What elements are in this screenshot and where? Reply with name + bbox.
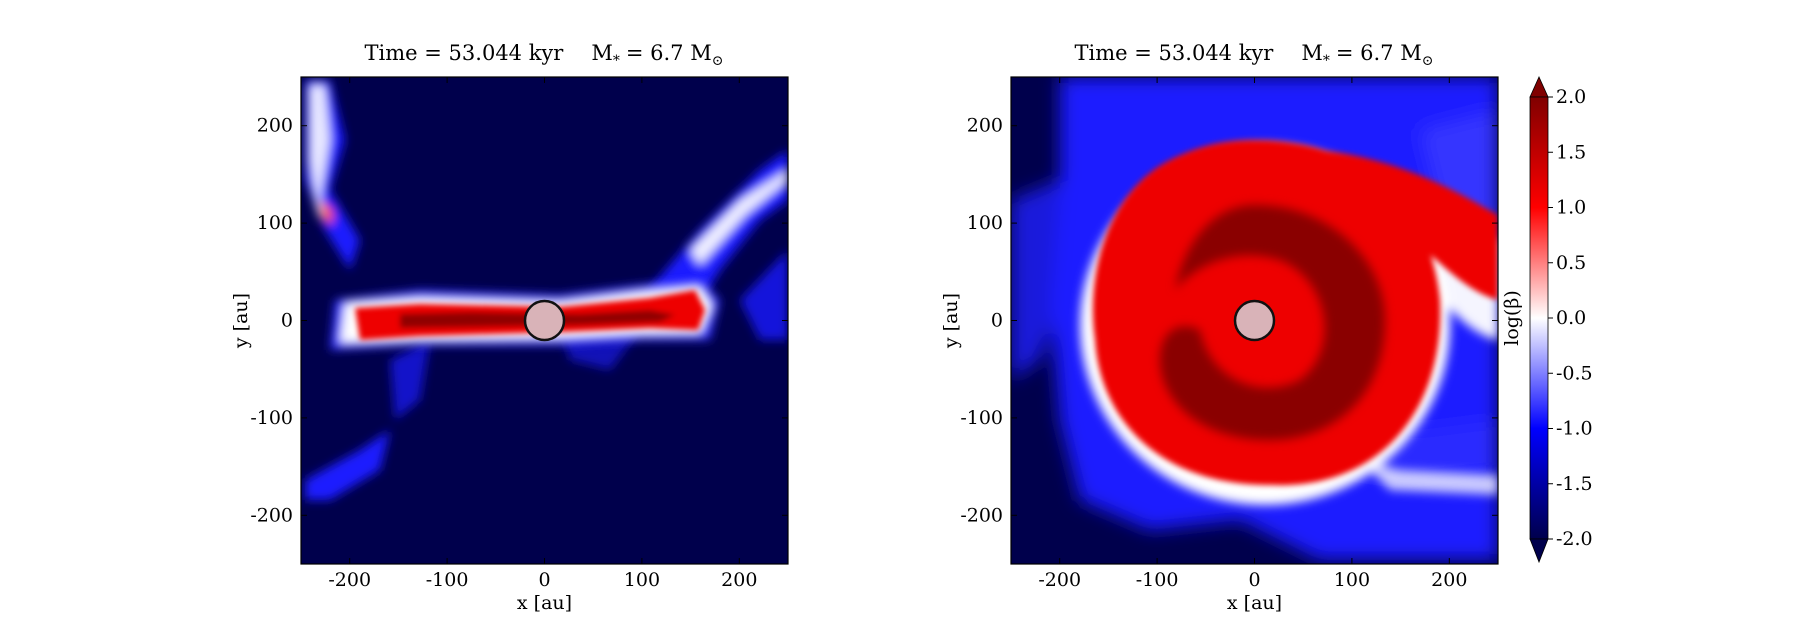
colorbar-gradient	[1529, 96, 1549, 540]
left-panel: Time = 53.044 kyr M* = 6.7 M⊙	[230, 41, 789, 614]
x-tick-label: 0	[1248, 569, 1260, 591]
right-panel-title: Time = 53.044 kyr M* = 6.7 M⊙	[1075, 41, 1434, 69]
y-tick-label: -100	[250, 407, 293, 429]
x-tick-label: -100	[426, 569, 469, 591]
colorbar-tick-label: 1.0	[1556, 197, 1586, 219]
x-tick-label: 100	[1334, 569, 1370, 591]
x-tick-label: -200	[1038, 569, 1081, 591]
left-y-axis-label: y [au]	[230, 293, 252, 349]
colorbar-tick-label: 1.5	[1556, 141, 1586, 163]
y-tick-label: 200	[967, 115, 1003, 137]
x-tick-label: 0	[538, 569, 550, 591]
right-y-axis-label: y [au]	[940, 293, 962, 349]
right-axis-ticks: -200 -100 0 100 200 -200 -100 0 100 200	[960, 77, 1498, 591]
colorbar-tick-label: -1.5	[1556, 473, 1593, 495]
x-tick-label: -200	[328, 569, 371, 591]
x-tick-label: 200	[721, 569, 757, 591]
colorbar-tick-label: -2.0	[1556, 528, 1593, 550]
y-tick-label: -200	[960, 504, 1003, 526]
y-tick-label: 0	[281, 310, 293, 332]
colorbar-extend-top	[1529, 76, 1549, 98]
y-tick-label: -100	[960, 407, 1003, 429]
y-tick-label: 0	[991, 310, 1003, 332]
x-tick-label: 100	[624, 569, 660, 591]
y-tick-label: 200	[257, 115, 293, 137]
right-x-axis-label: x [au]	[1227, 592, 1282, 614]
y-tick-label: 100	[257, 212, 293, 234]
colorbar-tick-label: 0.5	[1556, 252, 1586, 274]
colorbar-ticks: 2.0 1.5 1.0 0.5 0.0 -0.5 -1.0 -1.5 -2.0	[1548, 86, 1593, 550]
colorbar-tick-label: -1.0	[1556, 418, 1593, 440]
colorbar-tick-label: -0.5	[1556, 362, 1593, 384]
colorbar-extend-bottom	[1529, 538, 1549, 564]
y-tick-label: -200	[250, 504, 293, 526]
colorbar: 2.0 1.5 1.0 0.5 0.0 -0.5 -1.0 -1.5 -2.0 log(β)	[1501, 76, 1593, 564]
left-panel-title: Time = 53.044 kyr M* = 6.7 M⊙	[365, 41, 724, 69]
left-x-axis-label: x [au]	[517, 592, 572, 614]
x-tick-label: -100	[1136, 569, 1179, 591]
left-axis-ticks: -200 -100 0 100 200 -200 -100 0 100 200	[250, 77, 788, 591]
colorbar-tick-label: 0.0	[1556, 307, 1586, 329]
right-panel: Time = 53.044 kyr M* = 6.7 M⊙	[940, 41, 1499, 614]
y-tick-label: 100	[967, 212, 1003, 234]
right-sink-particle	[1233, 299, 1276, 342]
left-heatmap	[301, 77, 788, 564]
x-tick-label: 200	[1431, 569, 1467, 591]
right-heatmap	[1011, 77, 1498, 564]
left-sink-particle	[523, 299, 566, 342]
colorbar-label: log(β)	[1501, 290, 1523, 346]
colorbar-tick-label: 2.0	[1556, 86, 1586, 108]
